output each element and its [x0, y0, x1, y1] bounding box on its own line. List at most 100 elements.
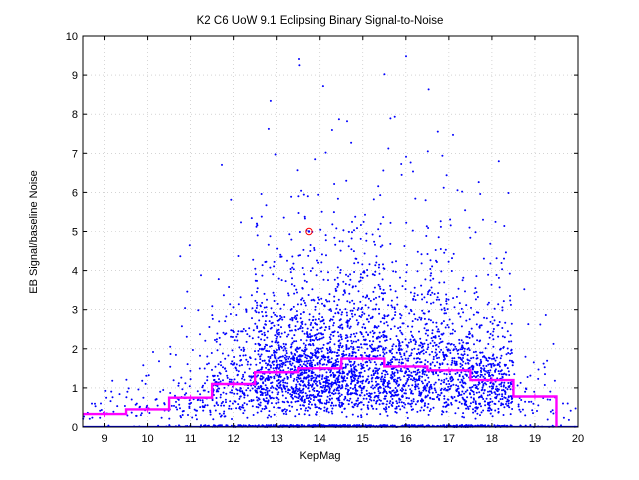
scatter-point	[500, 385, 503, 388]
scatter-point	[440, 333, 443, 336]
scatter-point	[351, 231, 353, 234]
scatter-point	[562, 402, 564, 405]
scatter-point	[393, 371, 396, 374]
scatter-point	[388, 349, 391, 352]
scatter-point	[214, 381, 217, 384]
scatter-point	[306, 354, 309, 357]
scatter-point	[315, 396, 318, 399]
scatter-point	[318, 375, 321, 378]
scatter-point	[424, 363, 426, 366]
scatter-point	[488, 402, 491, 404]
scatter-point	[299, 374, 302, 377]
scatter-point	[339, 372, 342, 375]
scatter-point	[301, 267, 304, 269]
scatter-point	[139, 405, 141, 408]
scatter-point	[274, 357, 277, 360]
scatter-point	[314, 373, 317, 376]
scatter-point	[332, 404, 335, 407]
scatter-point	[176, 408, 179, 411]
scatter-point	[413, 313, 416, 316]
x-tick-label: 12	[228, 433, 240, 445]
scatter-point	[462, 398, 465, 401]
scatter-point	[242, 354, 245, 357]
scatter-point	[220, 404, 223, 407]
scatter-point	[290, 357, 292, 360]
scatter-point	[446, 388, 449, 391]
scatter-point	[507, 192, 510, 194]
scatter-point	[453, 362, 456, 365]
scatter-point	[254, 299, 257, 302]
scatter-point	[399, 378, 402, 381]
scatter-point	[309, 250, 312, 252]
scatter-point	[436, 330, 439, 333]
scatter-point	[424, 395, 427, 398]
scatter-point	[219, 396, 222, 399]
scatter-point	[475, 323, 478, 326]
scatter-point	[350, 370, 352, 373]
scatter-point	[237, 255, 240, 257]
scatter-point	[380, 292, 383, 295]
scatter-point	[316, 411, 318, 414]
scatter-point	[206, 379, 209, 382]
scatter-point	[422, 352, 425, 355]
scatter-point	[294, 389, 297, 392]
scatter-point	[372, 355, 375, 358]
scatter-point	[487, 363, 490, 366]
scatter-point	[340, 313, 343, 316]
scatter-point	[275, 402, 278, 405]
scatter-point	[257, 336, 260, 339]
scatter-point	[302, 391, 305, 394]
scatter-point	[292, 379, 295, 382]
scatter-point	[363, 252, 366, 255]
y-tick-label: 7	[72, 148, 78, 160]
scatter-point	[363, 343, 366, 346]
scatter-point	[303, 350, 306, 353]
scatter-point	[517, 405, 520, 408]
scatter-point	[280, 359, 283, 362]
scatter-point	[479, 193, 482, 195]
scatter-point	[510, 322, 513, 325]
scatter-point	[427, 329, 430, 332]
scatter-point	[494, 370, 497, 373]
scatter-point	[427, 291, 430, 293]
scatter-point	[333, 183, 336, 185]
scatter-point	[386, 400, 389, 403]
scatter-point	[308, 403, 310, 406]
scatter-point	[366, 361, 369, 363]
scatter-point	[424, 359, 427, 362]
scatter-point	[264, 378, 267, 381]
scatter-point	[289, 268, 292, 270]
scatter-point	[353, 271, 356, 273]
scatter-point	[440, 379, 443, 382]
scatter-point	[345, 273, 347, 276]
scatter-point	[574, 407, 577, 410]
scatter-point	[305, 407, 307, 410]
scatter-point	[396, 379, 398, 382]
scatter-point	[439, 337, 442, 340]
scatter-point	[366, 318, 369, 321]
scatter-point	[305, 348, 308, 351]
scatter-point	[364, 296, 367, 299]
scatter-point	[352, 348, 355, 351]
scatter-point	[231, 402, 234, 405]
scatter-point	[346, 377, 349, 380]
scatter-point	[496, 387, 499, 390]
scatter-point	[369, 331, 372, 334]
scatter-point	[338, 339, 341, 342]
scatter-point	[99, 409, 102, 412]
scatter-point	[385, 392, 388, 395]
scatter-point	[454, 345, 457, 348]
scatter-point	[291, 362, 294, 365]
scatter-point	[361, 314, 363, 316]
scatter-point	[389, 284, 392, 287]
scatter-point	[429, 319, 432, 322]
scatter-point	[340, 393, 343, 396]
scatter-point	[238, 397, 241, 400]
scatter-point	[422, 386, 425, 389]
scatter-point	[462, 360, 465, 363]
scatter-point	[235, 335, 238, 338]
scatter-point	[381, 244, 384, 247]
scatter-point	[320, 253, 323, 256]
scatter-point	[318, 379, 321, 382]
scatter-point	[485, 370, 487, 373]
